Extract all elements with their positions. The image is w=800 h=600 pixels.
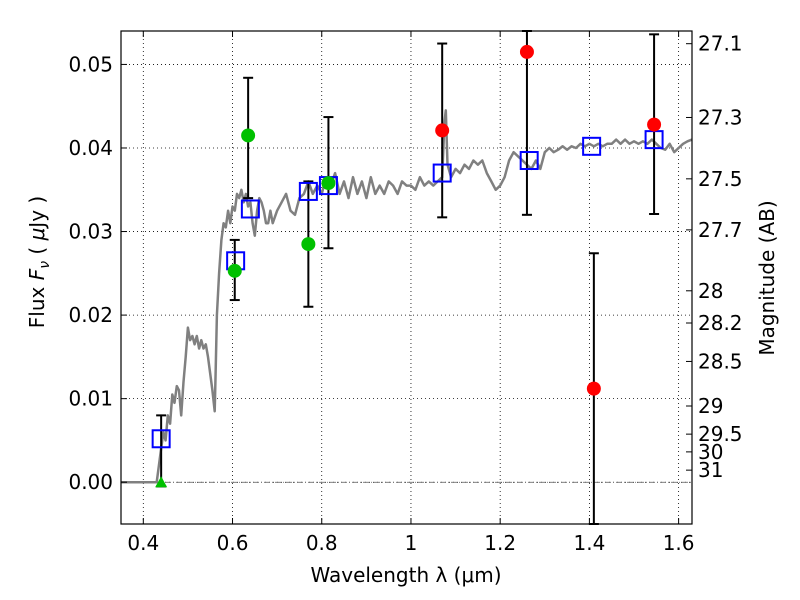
magnitude-tick-label: 27.7 — [698, 218, 743, 242]
y-tick-label: 0.00 — [68, 470, 113, 494]
model-spectrum-line — [121, 109, 693, 484]
plot-frame — [120, 30, 693, 525]
magnitude-tick-label: 30 — [698, 440, 723, 464]
x-tick-label: 0.6 — [217, 531, 249, 555]
x-tick-label: 1 — [405, 531, 418, 555]
magnitude-tick-label: 29.5 — [698, 422, 743, 446]
magnitude-tick-label: 27.5 — [698, 167, 743, 191]
upper-limit-triangle — [155, 476, 168, 488]
x-tick-label: 1.6 — [663, 531, 695, 555]
y-tick-label: 0.05 — [68, 52, 113, 76]
observed-flux-point — [241, 128, 256, 143]
model-flux-square — [582, 136, 602, 156]
model-flux-square — [432, 163, 452, 183]
y-axis-label: Flux Fν ( μJy ) — [25, 196, 53, 328]
observed-flux-point — [321, 176, 336, 191]
model-flux-square — [298, 181, 318, 201]
observed-flux-point — [435, 123, 450, 138]
model-flux-square — [240, 199, 260, 219]
grid-lines — [121, 31, 692, 524]
magnitude-tick-label: 27.1 — [698, 32, 743, 56]
observed-flux-point — [586, 381, 601, 396]
model-flux-square — [519, 151, 539, 171]
magnitude-tick-label: 31 — [698, 458, 723, 482]
x-tick-label: 0.4 — [127, 531, 159, 555]
observed-flux-point — [301, 237, 316, 252]
observed-flux-point — [519, 44, 534, 59]
observed-flux-point — [227, 263, 242, 278]
magnitude-tick-label: 28.2 — [698, 311, 743, 335]
y-tick-label: 0.04 — [68, 136, 113, 160]
x-tick-label: 1.2 — [484, 531, 516, 555]
magnitude-tick-label: 27.3 — [698, 105, 743, 129]
x-tick-label: 1.4 — [573, 531, 605, 555]
magnitude-tick-label: 28.5 — [698, 349, 743, 373]
axes: 0.4 0.6 0.8 1 1.2 1.4 1.6 0.00 0.01 0.02 0.03 0.04 0… — [68, 31, 743, 555]
magnitude-tick-label: 28 — [698, 279, 723, 303]
plot-data — [121, 30, 693, 525]
model-flux-square — [151, 429, 171, 449]
x-axis-label: Wavelength λ (μm) — [310, 563, 501, 587]
magnitude-axis-label: Magnitude (AB) — [755, 200, 779, 355]
y-tick-label: 0.01 — [68, 387, 113, 411]
observed-flux-point — [647, 117, 662, 132]
y-tick-label: 0.02 — [68, 303, 113, 327]
x-tick-label: 0.8 — [306, 531, 338, 555]
y-tick-label: 0.03 — [68, 220, 113, 244]
magnitude-tick-label: 29 — [698, 394, 723, 418]
